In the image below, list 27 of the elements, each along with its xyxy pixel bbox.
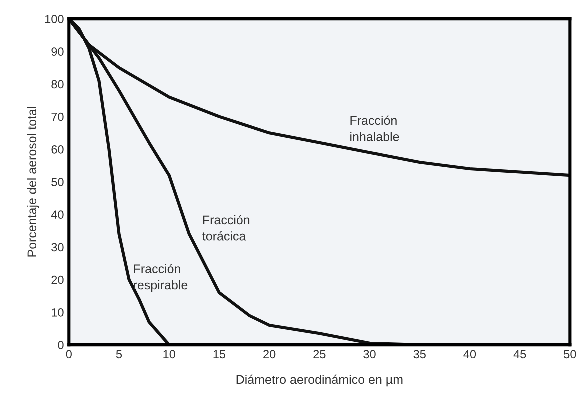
y-tick-label: 90 bbox=[52, 48, 64, 56]
x-tick-label: 30 bbox=[364, 350, 376, 359]
y-tick-label: 20 bbox=[52, 276, 64, 284]
x-tick-label: 0 bbox=[66, 350, 72, 359]
y-tick-label: 80 bbox=[52, 80, 64, 89]
x-tick-label: 40 bbox=[464, 350, 476, 359]
x-tick-label: 20 bbox=[264, 350, 276, 359]
y-tick-label: 30 bbox=[52, 243, 64, 252]
x-tick-label: 45 bbox=[514, 350, 526, 359]
x-tick-label: 50 bbox=[564, 350, 576, 359]
x-tick-label: 5 bbox=[116, 350, 122, 359]
x-tick-label: 25 bbox=[314, 350, 326, 359]
x-tick-label: 35 bbox=[414, 350, 426, 359]
x-tick-label: 15 bbox=[214, 350, 226, 359]
x-axis-title: Diámetro aerodinámico en µm bbox=[236, 374, 403, 387]
y-tick-label: 100 bbox=[45, 15, 64, 24]
y-tick-label: 70 bbox=[52, 112, 64, 122]
series-label: Fracción torácica bbox=[202, 215, 250, 241]
y-tick-label: 40 bbox=[51, 210, 64, 220]
y-tick-label: 0 bbox=[58, 341, 64, 350]
x-tick-label: 10 bbox=[164, 350, 176, 359]
y-tick-label: 50 bbox=[52, 178, 64, 186]
y-tick-label: 10 bbox=[52, 308, 64, 317]
y-axis-title: Porcentaje del aerosol total bbox=[27, 107, 40, 257]
series-label: Fracción respirable bbox=[134, 264, 188, 292]
y-tick-label: 60 bbox=[52, 145, 64, 154]
series-label: Fracción inhalable bbox=[350, 116, 400, 142]
